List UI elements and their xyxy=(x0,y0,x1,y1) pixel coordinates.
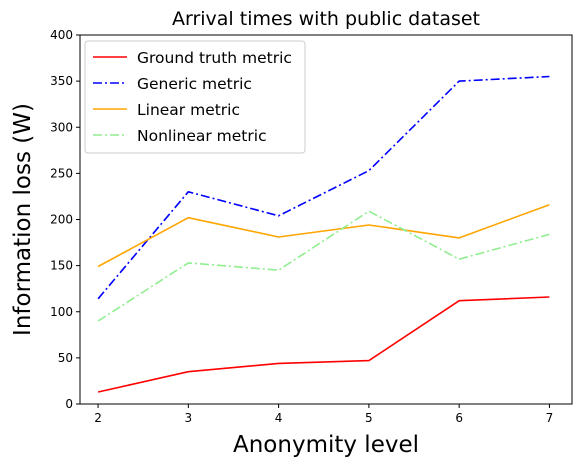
y-tick-label: 100 xyxy=(50,305,73,319)
legend-box xyxy=(84,40,306,154)
x-tick-label: 3 xyxy=(185,411,193,425)
x-axis-label: Anonymity level xyxy=(233,432,419,458)
series-line-1 xyxy=(97,296,550,393)
x-tick-label: 5 xyxy=(365,411,373,425)
legend-label: Ground truth metric xyxy=(137,49,292,67)
y-axis-ticks: 0 50 100 150 200 250 300 350 400 xyxy=(50,28,80,411)
y-tick-label: 200 xyxy=(50,213,73,227)
x-tick-label: 2 xyxy=(94,411,102,425)
y-tick-label: 250 xyxy=(50,166,73,180)
plot-lines xyxy=(97,75,550,393)
y-tick-label: 300 xyxy=(50,120,73,134)
x-tick-label: 7 xyxy=(546,411,554,425)
legend: Ground truth metric Generic metric Linear … xyxy=(84,40,306,154)
y-tick-label: 150 xyxy=(50,259,73,273)
series-line-2 xyxy=(97,75,550,300)
y-axis-label: Information loss (W) xyxy=(10,103,36,336)
legend-label: Generic metric xyxy=(137,75,252,93)
y-tick-label: 50 xyxy=(58,351,73,365)
legend-label: Linear metric xyxy=(137,101,240,119)
series-line-3 xyxy=(97,203,550,268)
x-tick-label: 6 xyxy=(455,411,463,425)
x-axis-ticks: 2 3 4 5 6 7 xyxy=(94,404,553,425)
legend-label: Nonlinear metric xyxy=(137,127,267,145)
x-tick-label: 4 xyxy=(275,411,283,425)
series-line-4 xyxy=(97,210,550,322)
y-tick-label: 0 xyxy=(65,397,73,411)
y-tick-label: 350 xyxy=(50,74,73,88)
y-tick-label: 400 xyxy=(50,28,73,42)
chart-title: Arrival times with public dataset xyxy=(172,8,480,30)
